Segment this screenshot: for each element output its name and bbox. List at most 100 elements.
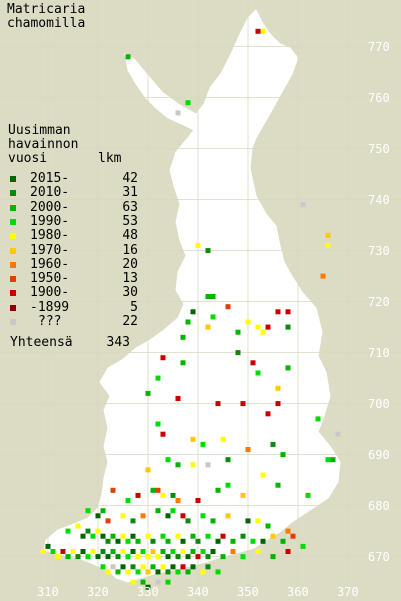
observation-square — [165, 538, 171, 544]
observation-square — [150, 549, 156, 554]
observation-square — [260, 472, 266, 478]
observation-square — [75, 523, 81, 529]
observation-square — [160, 355, 166, 361]
observation-square — [105, 538, 111, 544]
observation-square — [205, 462, 211, 468]
observation-square — [155, 508, 161, 514]
legend-swatch — [10, 290, 16, 297]
observation-square — [145, 554, 151, 560]
observation-square — [170, 508, 176, 514]
observation-square — [180, 549, 186, 554]
observation-square — [185, 100, 191, 106]
observation-square — [200, 513, 206, 519]
legend-heading-line3: vuosi — [8, 151, 48, 166]
y-tick-label: 700 — [368, 396, 390, 411]
observation-square — [155, 579, 161, 585]
observation-square — [185, 554, 191, 560]
observation-square — [85, 528, 91, 534]
y-tick-label: 720 — [368, 294, 390, 309]
observation-square — [245, 518, 251, 524]
y-tick-label: 740 — [368, 192, 390, 207]
y-tick-label: 760 — [368, 90, 390, 105]
legend-count: 30 — [122, 285, 138, 301]
legend-label: 1970- — [30, 242, 70, 258]
observation-square — [140, 564, 146, 570]
observation-square — [165, 554, 171, 560]
observation-square — [130, 579, 136, 585]
observation-square — [175, 498, 181, 503]
observation-square — [165, 569, 171, 575]
observation-square — [60, 549, 66, 554]
observation-square — [105, 518, 111, 524]
observation-square — [265, 523, 271, 529]
legend-label: ??? — [38, 314, 62, 329]
observation-square — [190, 549, 196, 554]
observation-square — [170, 492, 176, 498]
observation-square — [205, 248, 211, 254]
legend-swatch — [10, 247, 16, 254]
observation-square — [215, 487, 221, 493]
observation-square — [125, 554, 131, 560]
observation-square — [325, 232, 331, 238]
observation-square — [185, 319, 191, 325]
observation-square — [170, 549, 176, 554]
observation-square — [180, 513, 186, 519]
observation-square — [225, 304, 231, 310]
observation-square — [195, 538, 201, 544]
observation-square — [125, 538, 131, 544]
observation-square — [180, 334, 186, 340]
legend-count: 5 — [130, 299, 138, 315]
observation-square — [270, 441, 276, 447]
observation-square — [140, 579, 146, 585]
observation-square — [255, 370, 261, 376]
observation-square — [150, 487, 156, 493]
observation-square — [215, 401, 221, 407]
observation-square — [185, 569, 191, 575]
observation-square — [120, 549, 126, 554]
observation-square — [245, 447, 251, 452]
observation-square — [190, 462, 196, 468]
observation-square — [65, 554, 71, 560]
observation-square — [175, 462, 181, 468]
observation-square — [240, 554, 246, 560]
legend-swatch — [10, 233, 16, 240]
observation-square — [175, 569, 181, 575]
legend-label: 1950- — [30, 271, 70, 287]
legend-swatch — [10, 261, 16, 268]
observation-square — [220, 436, 226, 442]
observation-square — [195, 498, 201, 503]
legend-count: 63 — [122, 199, 138, 215]
observation-square — [155, 421, 161, 427]
observation-square — [290, 533, 296, 539]
map-title-line2: chamomilla — [7, 16, 86, 31]
observation-square — [135, 492, 141, 498]
x-tick-label: 320 — [87, 585, 109, 599]
legend-swatch — [10, 218, 16, 225]
observation-square — [195, 554, 201, 560]
observation-square — [240, 533, 246, 539]
observation-square — [160, 564, 166, 570]
observation-square — [105, 554, 111, 560]
observation-square — [275, 385, 281, 391]
observation-square — [240, 492, 246, 498]
map-title-line1: Matricaria — [7, 2, 86, 17]
x-tick-label: 350 — [237, 585, 259, 599]
observation-square — [130, 564, 136, 570]
observation-square — [250, 360, 256, 366]
observation-square — [135, 554, 141, 560]
observation-square — [130, 533, 136, 539]
legend-row: 1970- 16 — [10, 242, 138, 258]
observation-square — [130, 518, 136, 524]
legend-count: 20 — [122, 256, 138, 272]
legend-label: 1960- — [30, 256, 70, 272]
y-tick-label: 730 — [368, 243, 390, 258]
observation-square — [160, 431, 166, 437]
legend-label: 1990- — [30, 213, 70, 229]
observation-square — [75, 554, 81, 560]
legend-total-label: Yhteensä — [10, 335, 73, 350]
observation-square — [280, 538, 286, 544]
observation-square — [50, 549, 56, 554]
observation-square — [175, 110, 181, 116]
observation-square — [285, 365, 291, 371]
